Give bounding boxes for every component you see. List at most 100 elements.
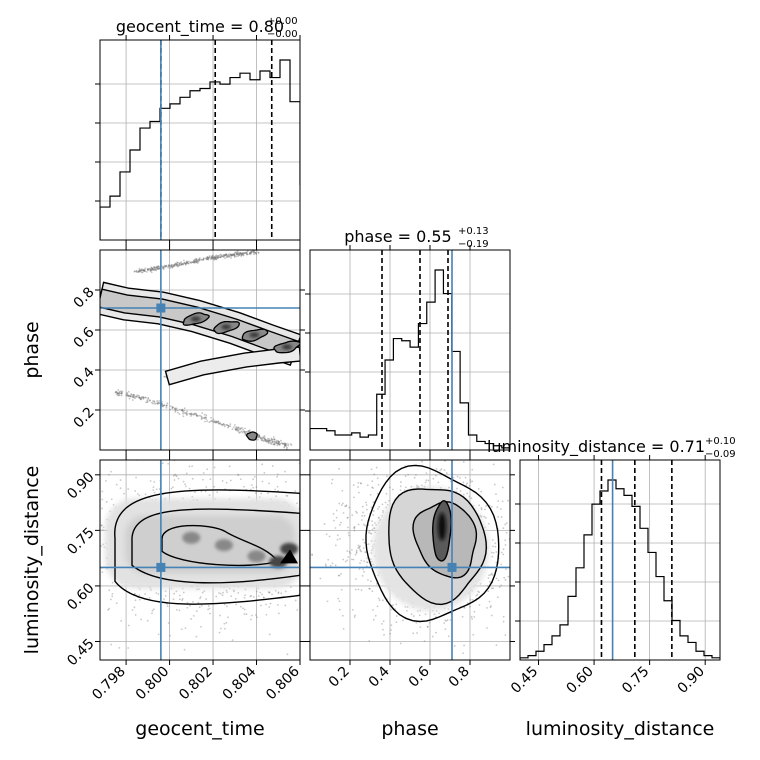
scatter-point bbox=[108, 607, 111, 610]
scatter-point bbox=[201, 412, 204, 415]
scatter-point bbox=[227, 424, 230, 427]
scatter-point bbox=[245, 253, 248, 255]
scatter-point bbox=[179, 262, 181, 265]
scatter-point bbox=[180, 628, 183, 631]
scatter-point bbox=[214, 257, 217, 260]
scatter-point bbox=[340, 504, 343, 506]
scatter-point bbox=[303, 546, 305, 548]
scatter-point bbox=[278, 444, 281, 446]
scatter-point bbox=[89, 521, 91, 523]
scatter-point bbox=[197, 258, 200, 261]
scatter-point bbox=[504, 539, 507, 542]
scatter-point bbox=[46, 526, 48, 528]
scatter-point bbox=[516, 531, 518, 533]
scatter-point bbox=[235, 428, 238, 431]
scatter-point bbox=[284, 590, 287, 593]
scatter-point bbox=[72, 570, 74, 572]
scatter-point bbox=[154, 266, 157, 269]
scatter-point bbox=[284, 443, 286, 446]
scatter-point bbox=[190, 413, 193, 416]
scatter-point bbox=[14, 537, 16, 539]
scatter-point bbox=[178, 262, 181, 265]
scatter-point bbox=[138, 396, 140, 399]
scatter-point bbox=[243, 485, 245, 488]
scatter-point bbox=[212, 257, 215, 260]
scatter-point bbox=[222, 423, 225, 426]
scatter-point bbox=[229, 253, 231, 255]
scatter-point bbox=[163, 404, 166, 407]
scatter-point bbox=[178, 264, 181, 267]
scatter-point bbox=[79, 583, 81, 585]
scatter-point bbox=[155, 267, 158, 270]
scatter-point bbox=[132, 396, 135, 399]
scatter-point bbox=[357, 491, 360, 494]
scatter-point bbox=[129, 395, 132, 397]
scatter-point bbox=[271, 593, 273, 596]
scatter-point bbox=[128, 397, 131, 400]
scatter-point bbox=[266, 439, 269, 442]
scatter-point bbox=[133, 270, 136, 273]
scatter-point bbox=[250, 251, 253, 254]
scatter-point bbox=[346, 517, 349, 519]
scatter-point bbox=[359, 482, 362, 484]
scatter-point bbox=[470, 497, 473, 500]
scatter-point bbox=[305, 579, 307, 581]
scatter-point bbox=[208, 256, 211, 259]
scatter-point bbox=[371, 486, 374, 489]
scatter-point bbox=[257, 595, 260, 597]
scatter-point bbox=[182, 259, 185, 262]
scatter-point bbox=[490, 572, 493, 575]
scatter-point bbox=[119, 487, 122, 490]
scatter-point bbox=[151, 267, 153, 270]
scatter-point bbox=[233, 590, 235, 593]
scatter-point bbox=[170, 487, 173, 490]
scatter-point bbox=[185, 412, 188, 415]
scatter-point bbox=[198, 257, 201, 259]
scatter-point bbox=[241, 253, 243, 255]
scatter-point bbox=[219, 614, 221, 617]
scatter-point bbox=[283, 446, 286, 449]
scatter-point bbox=[371, 590, 374, 593]
scatter-point bbox=[153, 268, 156, 271]
scatter-point bbox=[263, 438, 266, 441]
scatter-point bbox=[244, 430, 246, 433]
scatter-point bbox=[456, 475, 459, 478]
scatter-point bbox=[235, 253, 238, 255]
scatter-point bbox=[370, 506, 373, 509]
scatter-point bbox=[491, 538, 494, 541]
scatter-point bbox=[203, 413, 206, 416]
scatter-point bbox=[90, 569, 92, 571]
scatter-point bbox=[378, 599, 381, 602]
scatter-point bbox=[174, 474, 177, 477]
scatter-point bbox=[126, 392, 128, 395]
tick-label-x: 0.90 bbox=[675, 664, 708, 697]
scatter-point bbox=[261, 439, 264, 442]
scatter-point bbox=[179, 408, 181, 411]
scatter-point bbox=[475, 594, 478, 597]
scatter-point bbox=[77, 526, 79, 528]
scatter-point bbox=[120, 392, 123, 395]
scatter-point bbox=[503, 576, 506, 579]
scatter-point bbox=[181, 409, 184, 412]
scatter-point bbox=[412, 615, 415, 617]
scatter-point bbox=[171, 266, 174, 269]
scatter-point bbox=[249, 595, 252, 598]
scatter-point bbox=[131, 394, 134, 397]
scatter-point bbox=[459, 477, 461, 479]
scatter-point bbox=[188, 487, 191, 490]
hist-frame bbox=[309, 249, 511, 451]
scatter-point bbox=[224, 253, 227, 256]
scatter-point bbox=[250, 618, 252, 621]
scatter-point bbox=[64, 592, 66, 594]
scatter-point bbox=[81, 559, 83, 561]
scatter-point bbox=[243, 596, 246, 599]
scatter-point bbox=[123, 492, 125, 495]
scatter-point bbox=[146, 269, 149, 271]
scatter-point bbox=[477, 488, 480, 490]
scatter-point bbox=[139, 270, 142, 273]
scatter-point bbox=[76, 514, 78, 516]
scatter-point bbox=[142, 269, 145, 272]
scatter-point bbox=[118, 394, 121, 397]
scatter-point bbox=[273, 441, 276, 444]
scatter-point bbox=[172, 265, 175, 268]
